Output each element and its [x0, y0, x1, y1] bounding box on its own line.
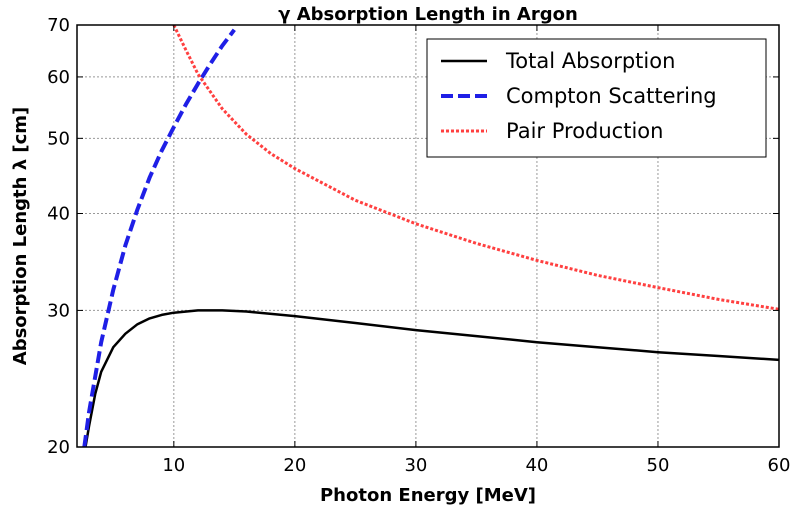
y-tick-label: 60 [47, 67, 70, 88]
series-line-compton-scattering [82, 28, 236, 448]
x-tick-label: 20 [283, 455, 306, 476]
series-layer [82, 24, 780, 448]
legend-label: Total Absorption [505, 49, 675, 73]
x-tick-label: 50 [647, 455, 670, 476]
plot-frame [76, 24, 780, 448]
legend-entries: Total Absorption Compton Scattering Pair P… [441, 49, 717, 143]
x-tick-label: 30 [404, 455, 427, 476]
legend: Total Absorption Compton Scattering Pair P… [426, 38, 767, 158]
series-line-total-absorption [84, 309, 780, 448]
legend-label: Pair Production [506, 119, 663, 143]
y-tick-label: 40 [47, 204, 70, 225]
y-tick-label: 70 [47, 15, 70, 36]
chart-title: γ Absorption Length in Argon [278, 4, 578, 25]
x-tick-label: 40 [525, 455, 548, 476]
x-tick-label: 10 [162, 455, 185, 476]
y-axis-title: Absorption Length λ [cm] [10, 107, 31, 365]
y-tick-label: 50 [47, 128, 70, 149]
x-tick-label: 60 [768, 455, 791, 476]
legend-label: Compton Scattering [506, 84, 717, 108]
y-tick-label: 30 [47, 300, 70, 321]
y-tick-label: 20 [47, 437, 70, 458]
x-axis-title: Photon Energy [MeV] [320, 485, 536, 506]
axis-ticks: 10 20 30 40 50 60 20 30 40 50 60 70 [47, 15, 790, 476]
